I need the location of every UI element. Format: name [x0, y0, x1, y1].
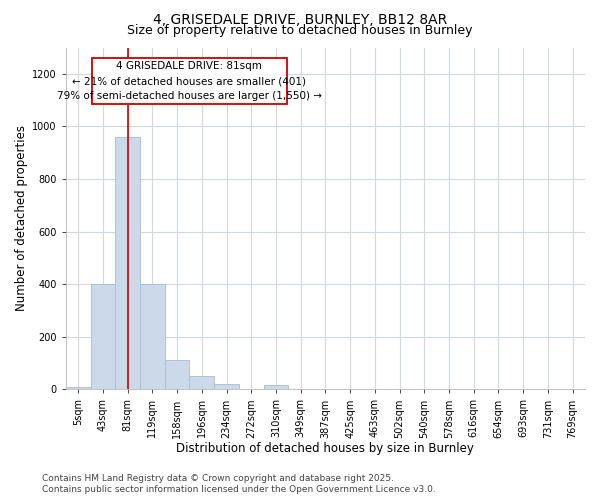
Bar [92, 58, 287, 104]
Bar [66, 386, 91, 390]
X-axis label: Distribution of detached houses by size in Burnley: Distribution of detached houses by size … [176, 442, 475, 455]
Bar [190, 376, 214, 390]
Bar [140, 284, 165, 390]
Text: Contains HM Land Registry data © Crown copyright and database right 2025.
Contai: Contains HM Land Registry data © Crown c… [42, 474, 436, 494]
Bar [115, 137, 140, 390]
Text: 4, GRISEDALE DRIVE, BURNLEY, BB12 8AR: 4, GRISEDALE DRIVE, BURNLEY, BB12 8AR [153, 12, 447, 26]
Y-axis label: Number of detached properties: Number of detached properties [15, 126, 28, 312]
Text: Size of property relative to detached houses in Burnley: Size of property relative to detached ho… [127, 24, 473, 37]
Bar [91, 284, 115, 390]
Bar [165, 360, 190, 390]
Bar [214, 384, 239, 390]
Bar [263, 386, 289, 390]
Text: 4 GRISEDALE DRIVE: 81sqm
← 21% of detached houses are smaller (401)
79% of semi-: 4 GRISEDALE DRIVE: 81sqm ← 21% of detach… [57, 61, 322, 101]
